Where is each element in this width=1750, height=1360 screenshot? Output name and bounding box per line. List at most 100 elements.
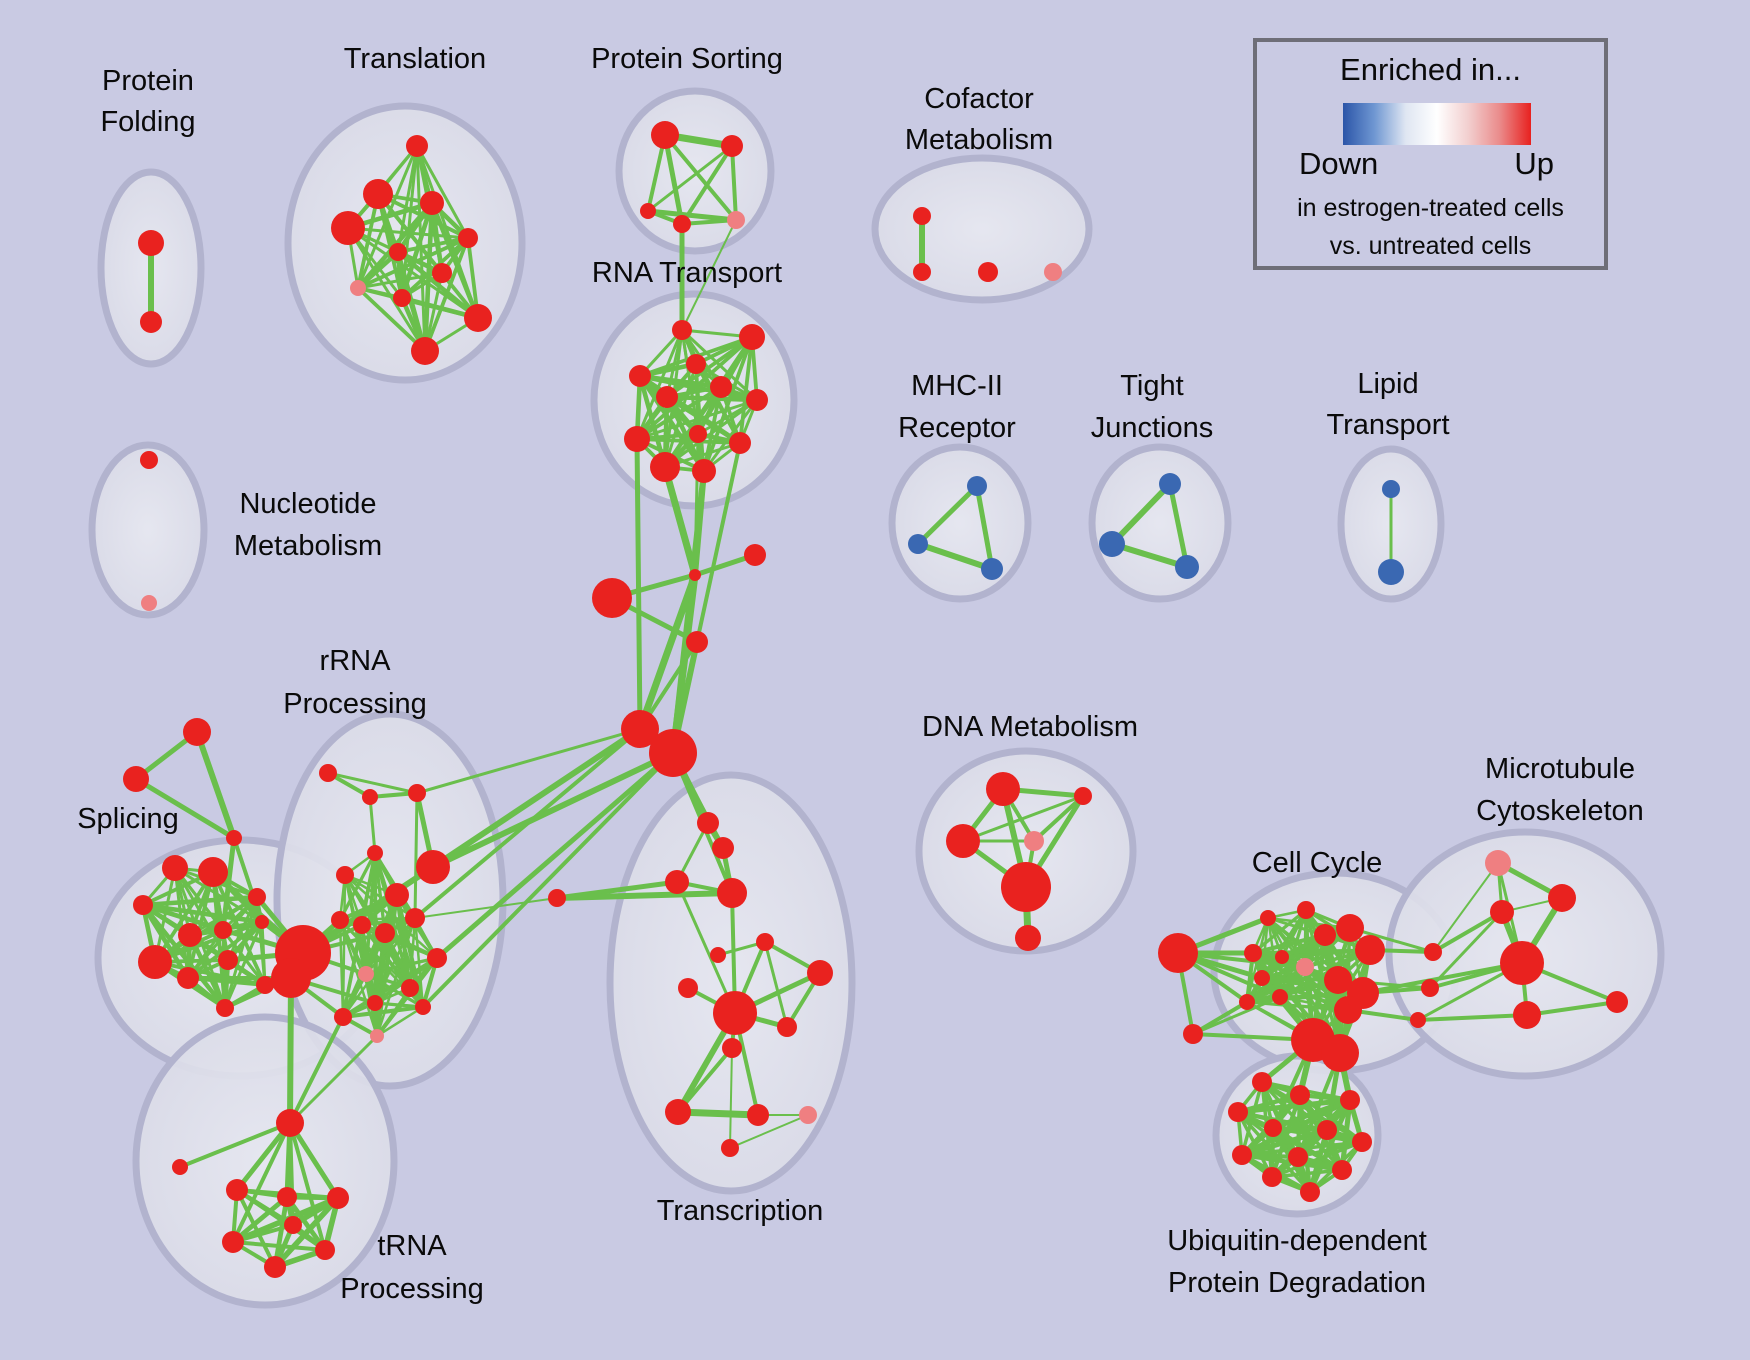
gene-set-node-hub2 bbox=[649, 729, 697, 777]
gene-set-node-rn8 bbox=[624, 426, 650, 452]
gene-set-node-cx2 bbox=[744, 544, 766, 566]
overlap-edge bbox=[287, 1120, 341, 1201]
gene-set-node-ub5 bbox=[1264, 1119, 1282, 1137]
gene-set-node-tl4 bbox=[331, 211, 365, 245]
gene-set-node-ps2 bbox=[721, 135, 743, 157]
gene-set-node-sp3 bbox=[133, 895, 153, 915]
gene-set-node-pf1 bbox=[138, 230, 164, 256]
gene-set-node-sp7 bbox=[214, 921, 232, 939]
gene-set-node-mt1 bbox=[1485, 850, 1511, 876]
gene-set-node-hub1 bbox=[621, 710, 659, 748]
gene-set-node-rn6 bbox=[656, 386, 678, 408]
rna-transport-mesh-edge bbox=[665, 335, 754, 399]
overlap-edge bbox=[368, 795, 377, 855]
gene-set-node-cf1 bbox=[913, 207, 931, 225]
gene-set-node-cc9 bbox=[1254, 970, 1270, 986]
overlap-edge bbox=[1176, 951, 1307, 969]
rna-transport-mesh-edge bbox=[663, 398, 759, 469]
trna-ring-mesh-edge bbox=[231, 1240, 327, 1252]
gene-set-node-tc12 bbox=[665, 1099, 691, 1125]
gene-set-node-tc14 bbox=[799, 1106, 817, 1124]
overlap-edge bbox=[1428, 910, 1504, 990]
gene-set-node-rn11 bbox=[650, 452, 680, 482]
gene-set-node-tn6 bbox=[315, 1240, 335, 1260]
overlap-edge bbox=[634, 436, 643, 732]
gene-set-node-ub1 bbox=[1252, 1072, 1272, 1092]
gene-set-node-ps4 bbox=[673, 215, 691, 233]
overlap-edge bbox=[430, 726, 643, 870]
gene-set-node-ps5 bbox=[727, 211, 745, 229]
legend-title: Enriched in... bbox=[1340, 52, 1521, 87]
trna-ring-mesh-edge bbox=[272, 1194, 290, 1270]
gene-set-node-sp8 bbox=[177, 967, 199, 989]
cluster-label-cofactor-metabolism: Metabolism bbox=[905, 124, 1053, 156]
gene-set-node-ub2 bbox=[1290, 1085, 1310, 1105]
overlap-edge bbox=[178, 1121, 292, 1169]
rna-transport-mesh-edge bbox=[637, 373, 707, 474]
gene-set-node-cc2 bbox=[1297, 901, 1315, 919]
overlap-edge bbox=[421, 751, 675, 1009]
gene-set-node-ccR2 bbox=[1421, 979, 1439, 997]
gene-set-node-rn1 bbox=[672, 320, 692, 340]
gene-set-node-rn7 bbox=[746, 389, 768, 411]
overlap-edge bbox=[729, 1047, 733, 1149]
legend-box: Enriched in... Down Up in estrogen-treat… bbox=[1253, 38, 1608, 270]
ubiquitin-mesh-edge bbox=[1239, 1127, 1330, 1158]
gene-set-node-mt2 bbox=[1548, 884, 1576, 912]
cluster-ellipse-tight-junctions bbox=[1088, 443, 1232, 603]
rrna-mesh-edge bbox=[364, 956, 439, 976]
gene-set-node-mh3 bbox=[981, 558, 1003, 580]
gene-set-node-cc5 bbox=[1355, 935, 1385, 965]
splicing-mesh-edge bbox=[140, 902, 265, 925]
rrna-mesh-edge bbox=[338, 918, 379, 1038]
translation-mesh-edge bbox=[346, 226, 470, 240]
gene-set-node-cx4 bbox=[686, 631, 708, 653]
gene-set-node-tl11 bbox=[411, 337, 439, 365]
overlap-edge bbox=[1416, 1013, 1529, 1022]
gene-set-node-cf2 bbox=[913, 263, 931, 281]
legend-axis-labels: Down Up bbox=[1257, 146, 1604, 182]
overlap-edge bbox=[1361, 961, 1524, 995]
gene-set-node-tc8 bbox=[710, 947, 726, 963]
gene-set-node-tl9 bbox=[393, 289, 411, 307]
overlap-edge bbox=[288, 1015, 345, 1125]
gene-set-node-sp2 bbox=[198, 857, 228, 887]
gene-set-node-ub3 bbox=[1340, 1090, 1360, 1110]
gene-set-node-ub6 bbox=[1317, 1120, 1337, 1140]
gene-set-node-rr15 bbox=[367, 995, 383, 1011]
gene-set-node-tc3 bbox=[665, 870, 689, 894]
overlap-edge bbox=[645, 208, 739, 223]
translation-mesh-edge bbox=[396, 236, 470, 254]
trna-ring-mesh-edge bbox=[272, 1195, 341, 1270]
gene-set-node-rn12 bbox=[692, 459, 716, 483]
gene-set-node-tl10 bbox=[464, 304, 492, 332]
cluster-label-trna-processing: tRNA bbox=[377, 1230, 447, 1262]
gene-set-node-sp4 bbox=[248, 888, 266, 906]
overlap-edge bbox=[232, 836, 264, 924]
overlap-edge bbox=[681, 219, 737, 331]
gene-set-node-rr10 bbox=[375, 923, 395, 943]
gene-set-node-tc6 bbox=[807, 960, 833, 986]
gene-set-node-mt5 bbox=[1513, 1001, 1541, 1029]
gene-set-node-dn2 bbox=[1074, 787, 1092, 805]
gene-set-node-tn3 bbox=[327, 1187, 349, 1209]
overlap-edge bbox=[662, 132, 685, 227]
gene-set-node-rr1 bbox=[319, 764, 337, 782]
rrna-mesh-edge bbox=[340, 955, 440, 1020]
gene-set-node-tj2 bbox=[1099, 531, 1125, 557]
overlap-edge bbox=[729, 1114, 809, 1149]
gene-set-node-st3 bbox=[226, 830, 242, 846]
overlap-edge bbox=[1191, 995, 1282, 1036]
gene-set-node-tc7 bbox=[678, 978, 698, 998]
gene-set-node-tl8 bbox=[350, 280, 366, 296]
cluster-label-protein-sorting: Protein Sorting bbox=[591, 43, 783, 75]
gene-set-node-tl1 bbox=[406, 135, 428, 157]
cluster-label-mhc-ii-receptor: Receptor bbox=[898, 412, 1016, 444]
overlap-edge bbox=[326, 771, 419, 795]
rna-transport-mesh-edge bbox=[664, 394, 743, 446]
overlap-edge bbox=[430, 750, 676, 870]
gene-set-node-tn0 bbox=[172, 1159, 188, 1175]
legend-subtitle-line1: in estrogen-treated cells bbox=[1297, 194, 1564, 222]
gene-set-node-mt4 bbox=[1500, 941, 1544, 985]
gene-set-node-ccO bbox=[1158, 933, 1198, 973]
